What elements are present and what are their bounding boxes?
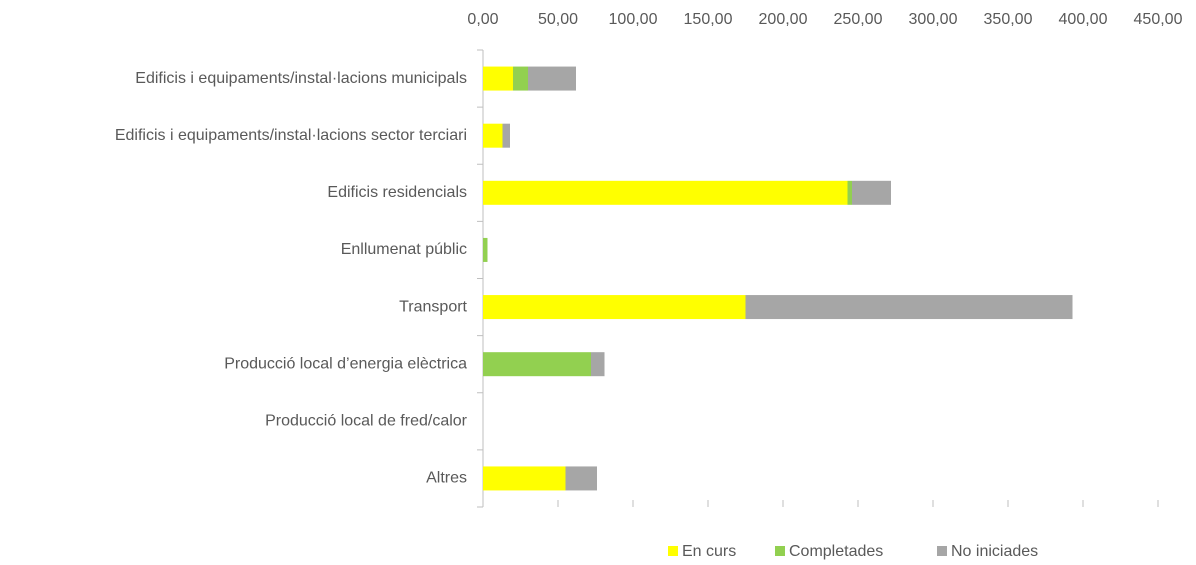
bar-segment bbox=[502, 123, 510, 148]
x-tick-label: 50,00 bbox=[538, 11, 578, 28]
y-tick-label: Producció local d’energia elèctrica bbox=[224, 355, 467, 372]
legend-label: En curs bbox=[682, 543, 736, 560]
x-tick-label: 300,00 bbox=[909, 11, 958, 28]
bar-segment bbox=[528, 66, 576, 91]
legend-swatch bbox=[668, 546, 678, 556]
y-tick-label: Altres bbox=[426, 470, 467, 487]
y-tick-label: Transport bbox=[399, 298, 467, 315]
x-tick-label: 400,00 bbox=[1059, 11, 1108, 28]
bar-segment bbox=[483, 66, 513, 91]
x-tick-label: 350,00 bbox=[984, 11, 1033, 28]
x-tick-label: 250,00 bbox=[834, 11, 883, 28]
y-tick-label: Enllumenat públic bbox=[341, 241, 467, 258]
y-tick-label: Edificis i equipaments/instal·lacions mu… bbox=[135, 70, 467, 87]
bar-segment bbox=[565, 466, 597, 491]
y-tick-label: Producció local de fred/calor bbox=[265, 413, 468, 430]
bar-segment bbox=[483, 237, 488, 262]
bar-segment bbox=[483, 123, 503, 148]
bar-segment bbox=[847, 180, 852, 205]
bar-segment bbox=[745, 295, 1073, 320]
bar-segment bbox=[483, 466, 566, 491]
legend-swatch bbox=[937, 546, 947, 556]
legend-label: Completades bbox=[789, 543, 883, 560]
x-tick-label: 150,00 bbox=[684, 11, 733, 28]
x-tick-label: 100,00 bbox=[609, 11, 658, 28]
x-tick-label: 200,00 bbox=[759, 11, 808, 28]
legend-swatch bbox=[775, 546, 785, 556]
y-tick-label: Edificis i equipaments/instal·lacions se… bbox=[115, 127, 467, 144]
legend-label: No iniciades bbox=[951, 543, 1038, 560]
y-tick-label: Edificis residencials bbox=[327, 184, 467, 201]
x-tick-label: 0,00 bbox=[467, 11, 498, 28]
bar-segment bbox=[591, 352, 605, 377]
bar-segment bbox=[513, 66, 528, 91]
x-tick-label: 450,00 bbox=[1134, 11, 1183, 28]
bar-segment bbox=[852, 180, 891, 205]
bar-segment bbox=[483, 295, 746, 320]
bar-segment bbox=[483, 352, 591, 377]
bar-segment bbox=[483, 180, 848, 205]
